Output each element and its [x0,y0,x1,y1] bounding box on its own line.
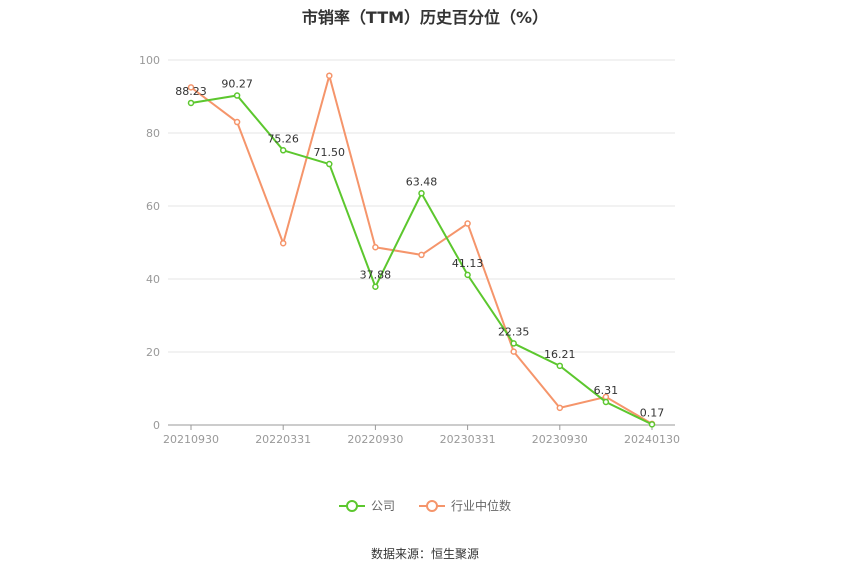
data-label: 88.23 [175,85,207,98]
data-label: 75.26 [267,132,299,145]
data-point [233,92,241,99]
legend-industry-label: 行业中位数 [451,499,512,513]
data-label: 0.17 [640,406,665,419]
series-line [190,94,653,426]
data-label: 6.31 [594,384,619,397]
x-tick-label: 20210930 [163,433,219,446]
data-point [187,84,195,91]
data-point [418,251,425,259]
y-tick-label: 80 [146,127,160,140]
data-point [326,72,333,79]
data-point [279,239,287,247]
x-tick-label: 20220930 [347,433,403,446]
series-lines [187,71,656,428]
data-point [372,243,379,251]
data-point [187,99,195,107]
legend-company-label: 公司 [370,499,395,513]
legend: 公司 行业中位数 [0,497,850,514]
data-point [602,398,610,406]
legend-industry-marker [419,499,445,512]
data-point [464,220,471,227]
data-label: 16.21 [544,348,576,361]
data-point [464,271,471,279]
series-line [190,71,653,425]
y-tick-label: 40 [146,273,160,286]
data-label: 41.13 [452,257,484,270]
data-label: 37.88 [360,269,392,282]
y-axis-ticks: 0 20 40 60 80 100 [139,54,160,432]
y-tick-label: 20 [146,346,160,359]
data-label: 22.35 [498,325,530,338]
legend-item-industry-median[interactable]: 行业中位数 [419,497,511,514]
data-point [556,404,564,412]
data-point [556,362,564,370]
y-tick-label: 100 [139,54,160,67]
data-point [510,340,517,347]
legend-item-company[interactable]: 公司 [338,497,395,514]
data-point [279,147,287,154]
grid-lines [168,59,675,353]
data-point [372,283,379,290]
x-tick-label: 20220331 [255,433,311,446]
legend-company-marker [338,499,365,512]
data-label: 63.48 [406,175,438,188]
x-axis: 20210930 20220331 20220930 20230331 20230930… [163,424,680,446]
y-tick-label: 0 [153,419,160,432]
chart-title: 市销率（TTM）历史百分位（%） [301,8,549,27]
data-point [418,190,425,197]
x-tick-label: 20230930 [532,433,588,446]
data-point [233,118,241,126]
data-point [510,348,517,355]
x-tick-label: 20230331 [440,433,496,446]
data-point [326,160,333,168]
data-point [648,421,656,428]
data-label: 71.50 [314,146,346,159]
y-tick-label: 60 [146,200,160,213]
data-label: 90.27 [221,78,253,91]
x-tick-label: 20240130 [624,433,680,446]
data-labels: 88.23 90.27 75.26 71.50 37.88 63.48 41.13 22.35… [175,78,664,420]
data-source-note: 数据来源：恒生聚源 [370,547,479,561]
